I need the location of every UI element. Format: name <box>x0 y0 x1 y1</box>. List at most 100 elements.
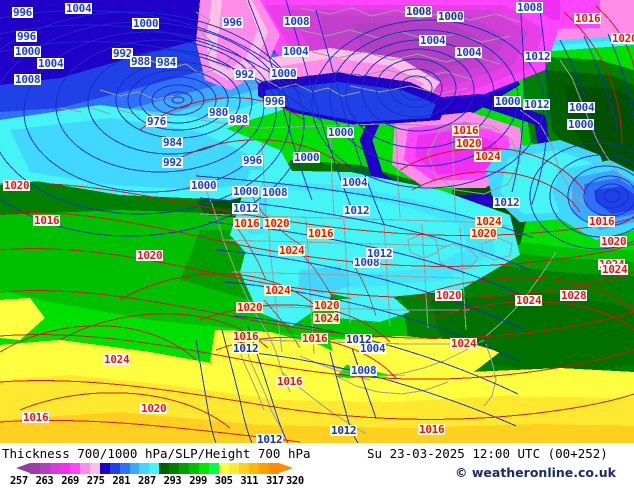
contour-value-label: 996 <box>222 16 243 29</box>
contour-value-label: 992 <box>112 47 133 60</box>
contour-value-label: 996 <box>264 95 285 108</box>
contour-value-label: 1020 <box>600 235 628 248</box>
copyright-notice: © weatheronline.co.uk <box>455 465 616 480</box>
contour-value-label: 992 <box>234 68 255 81</box>
colorbar-tick-label: 317 <box>266 475 284 487</box>
contour-value-label: 1004 <box>419 34 447 47</box>
contour-value-label: 1016 <box>22 411 50 424</box>
contour-value-label: 992 <box>162 156 183 169</box>
map-footer: Thickness 700/1000 hPa/SLP/Height 700 hP… <box>0 443 634 490</box>
contour-value-label: 1024 <box>450 337 478 350</box>
contour-value-label: 1024 <box>474 150 502 163</box>
colorbar-swatch <box>268 463 279 474</box>
colorbar-swatch <box>149 463 160 474</box>
contour-value-label: 1004 <box>65 2 93 15</box>
contour-value-label: 1024 <box>264 284 292 297</box>
contour-value-label: 1024 <box>601 263 629 276</box>
contour-value-label: 1024 <box>313 312 341 325</box>
contour-value-label: 1024 <box>515 294 543 307</box>
product-title: Thickness 700/1000 hPa/SLP/Height 700 hP… <box>2 446 311 461</box>
colorbar-swatch <box>109 463 120 474</box>
colorbar-tick-label: 299 <box>189 475 207 487</box>
colorbar-tick-label: 287 <box>138 475 156 487</box>
colorbar-tick-label: 257 <box>10 475 28 487</box>
colorbar-swatch <box>119 463 130 474</box>
contour-value-label: 1000 <box>494 95 522 108</box>
colorbar-swatch <box>89 463 100 474</box>
contour-value-label: 1012 <box>366 247 394 260</box>
contour-value-label: 984 <box>162 136 183 149</box>
contour-value-label: 1016 <box>588 215 616 228</box>
contour-value-label: 1020 <box>236 301 264 314</box>
contour-value-label: 1004 <box>455 46 483 59</box>
color-scale-legend: 257 263 269 275 281 287 293 299 305 311 317 320 <box>8 463 338 489</box>
colorbar-swatches <box>30 463 279 474</box>
contour-value-label: 1012 <box>523 98 551 111</box>
contour-value-label: 1008 <box>353 256 381 269</box>
colorbar-swatch <box>79 463 90 474</box>
contour-value-label: 988 <box>228 113 249 126</box>
colorbar-swatch <box>59 463 70 474</box>
contour-value-label: 1000 <box>14 45 42 58</box>
contour-value-label: 1016 <box>33 214 61 227</box>
contour-value-label: 1000 <box>232 185 260 198</box>
colorbar-swatch <box>169 463 180 474</box>
contour-value-label: 996 <box>16 30 37 43</box>
contour-value-label: 1000 <box>270 67 298 80</box>
colorbar-swatch <box>69 463 80 474</box>
contour-value-label: 1020 <box>455 137 483 150</box>
colorbar-tick-labels: 257 263 269 275 281 287 293 299 305 311 317 320 <box>8 475 338 488</box>
colorbar-right-cap <box>279 463 293 473</box>
contour-value-label: 1020 <box>435 289 463 302</box>
colorbar-tick-label: 305 <box>214 475 233 487</box>
contour-value-label: 1012 <box>232 342 260 355</box>
contour-value-label: 1012 <box>256 433 284 443</box>
colorbar-tick-label: 263 <box>35 475 54 487</box>
contour-value-label: 1000 <box>327 126 355 139</box>
colorbar-swatch <box>99 463 110 474</box>
contour-value-label: 1012 <box>330 424 358 437</box>
colorbar-tick-label: 320 <box>286 475 304 487</box>
colorbar-tick-label: 281 <box>112 475 131 487</box>
colorbar-swatch <box>139 463 150 474</box>
contour-value-label: 1012 <box>232 202 260 215</box>
colorbar-swatch <box>209 463 220 474</box>
contour-value-label: 996 <box>12 6 33 19</box>
colorbar-swatch <box>248 463 259 474</box>
contour-value-label: 1016 <box>418 423 446 436</box>
contour-value-label: 1016 <box>233 217 261 230</box>
contour-value-label: 1004 <box>359 342 387 355</box>
colorbar-swatch <box>219 463 230 474</box>
contour-value-label: 1016 <box>452 124 480 137</box>
colorbar-swatch <box>49 463 60 474</box>
contour-value-label: 984 <box>156 56 177 69</box>
contour-value-label: 996 <box>242 154 263 167</box>
colorbar-swatch <box>30 463 40 474</box>
colorbar-swatch <box>199 463 210 474</box>
contour-value-label: 1012 <box>493 196 521 209</box>
contour-value-label: 1008 <box>283 15 311 28</box>
colorbar-swatch <box>239 463 249 474</box>
contour-value-label: 1020 <box>3 179 31 192</box>
colorbar-tick-label: 293 <box>163 475 182 487</box>
contour-value-label: 1020 <box>470 227 498 240</box>
contour-value-label: 1016 <box>301 332 329 345</box>
contour-value-label: 1016 <box>232 330 260 343</box>
contour-value-label: 1028 <box>560 289 588 302</box>
contour-value-label: 1024 <box>278 244 306 257</box>
map-graphics <box>0 0 634 443</box>
contour-value-label: 1008 <box>350 364 378 377</box>
colorbar-swatch <box>189 463 200 474</box>
contour-value-label: 1004 <box>37 57 65 70</box>
contour-value-label: 1004 <box>568 101 596 114</box>
colorbar-left-cap <box>16 463 30 473</box>
contour-value-label: 1012 <box>524 50 552 63</box>
contour-value-label: 1008 <box>516 1 544 14</box>
contour-value-label: 1024 <box>475 215 503 228</box>
contour-value-label: 1016 <box>276 375 304 388</box>
weather-map-canvas[interactable]: 996 1004 1000 996 1008 1008 1000 1008 1016 996 100… <box>0 0 634 443</box>
colorbar-swatch <box>129 463 140 474</box>
contour-value-label: 1008 <box>14 73 42 86</box>
contour-value-label: 1020 <box>611 33 634 44</box>
